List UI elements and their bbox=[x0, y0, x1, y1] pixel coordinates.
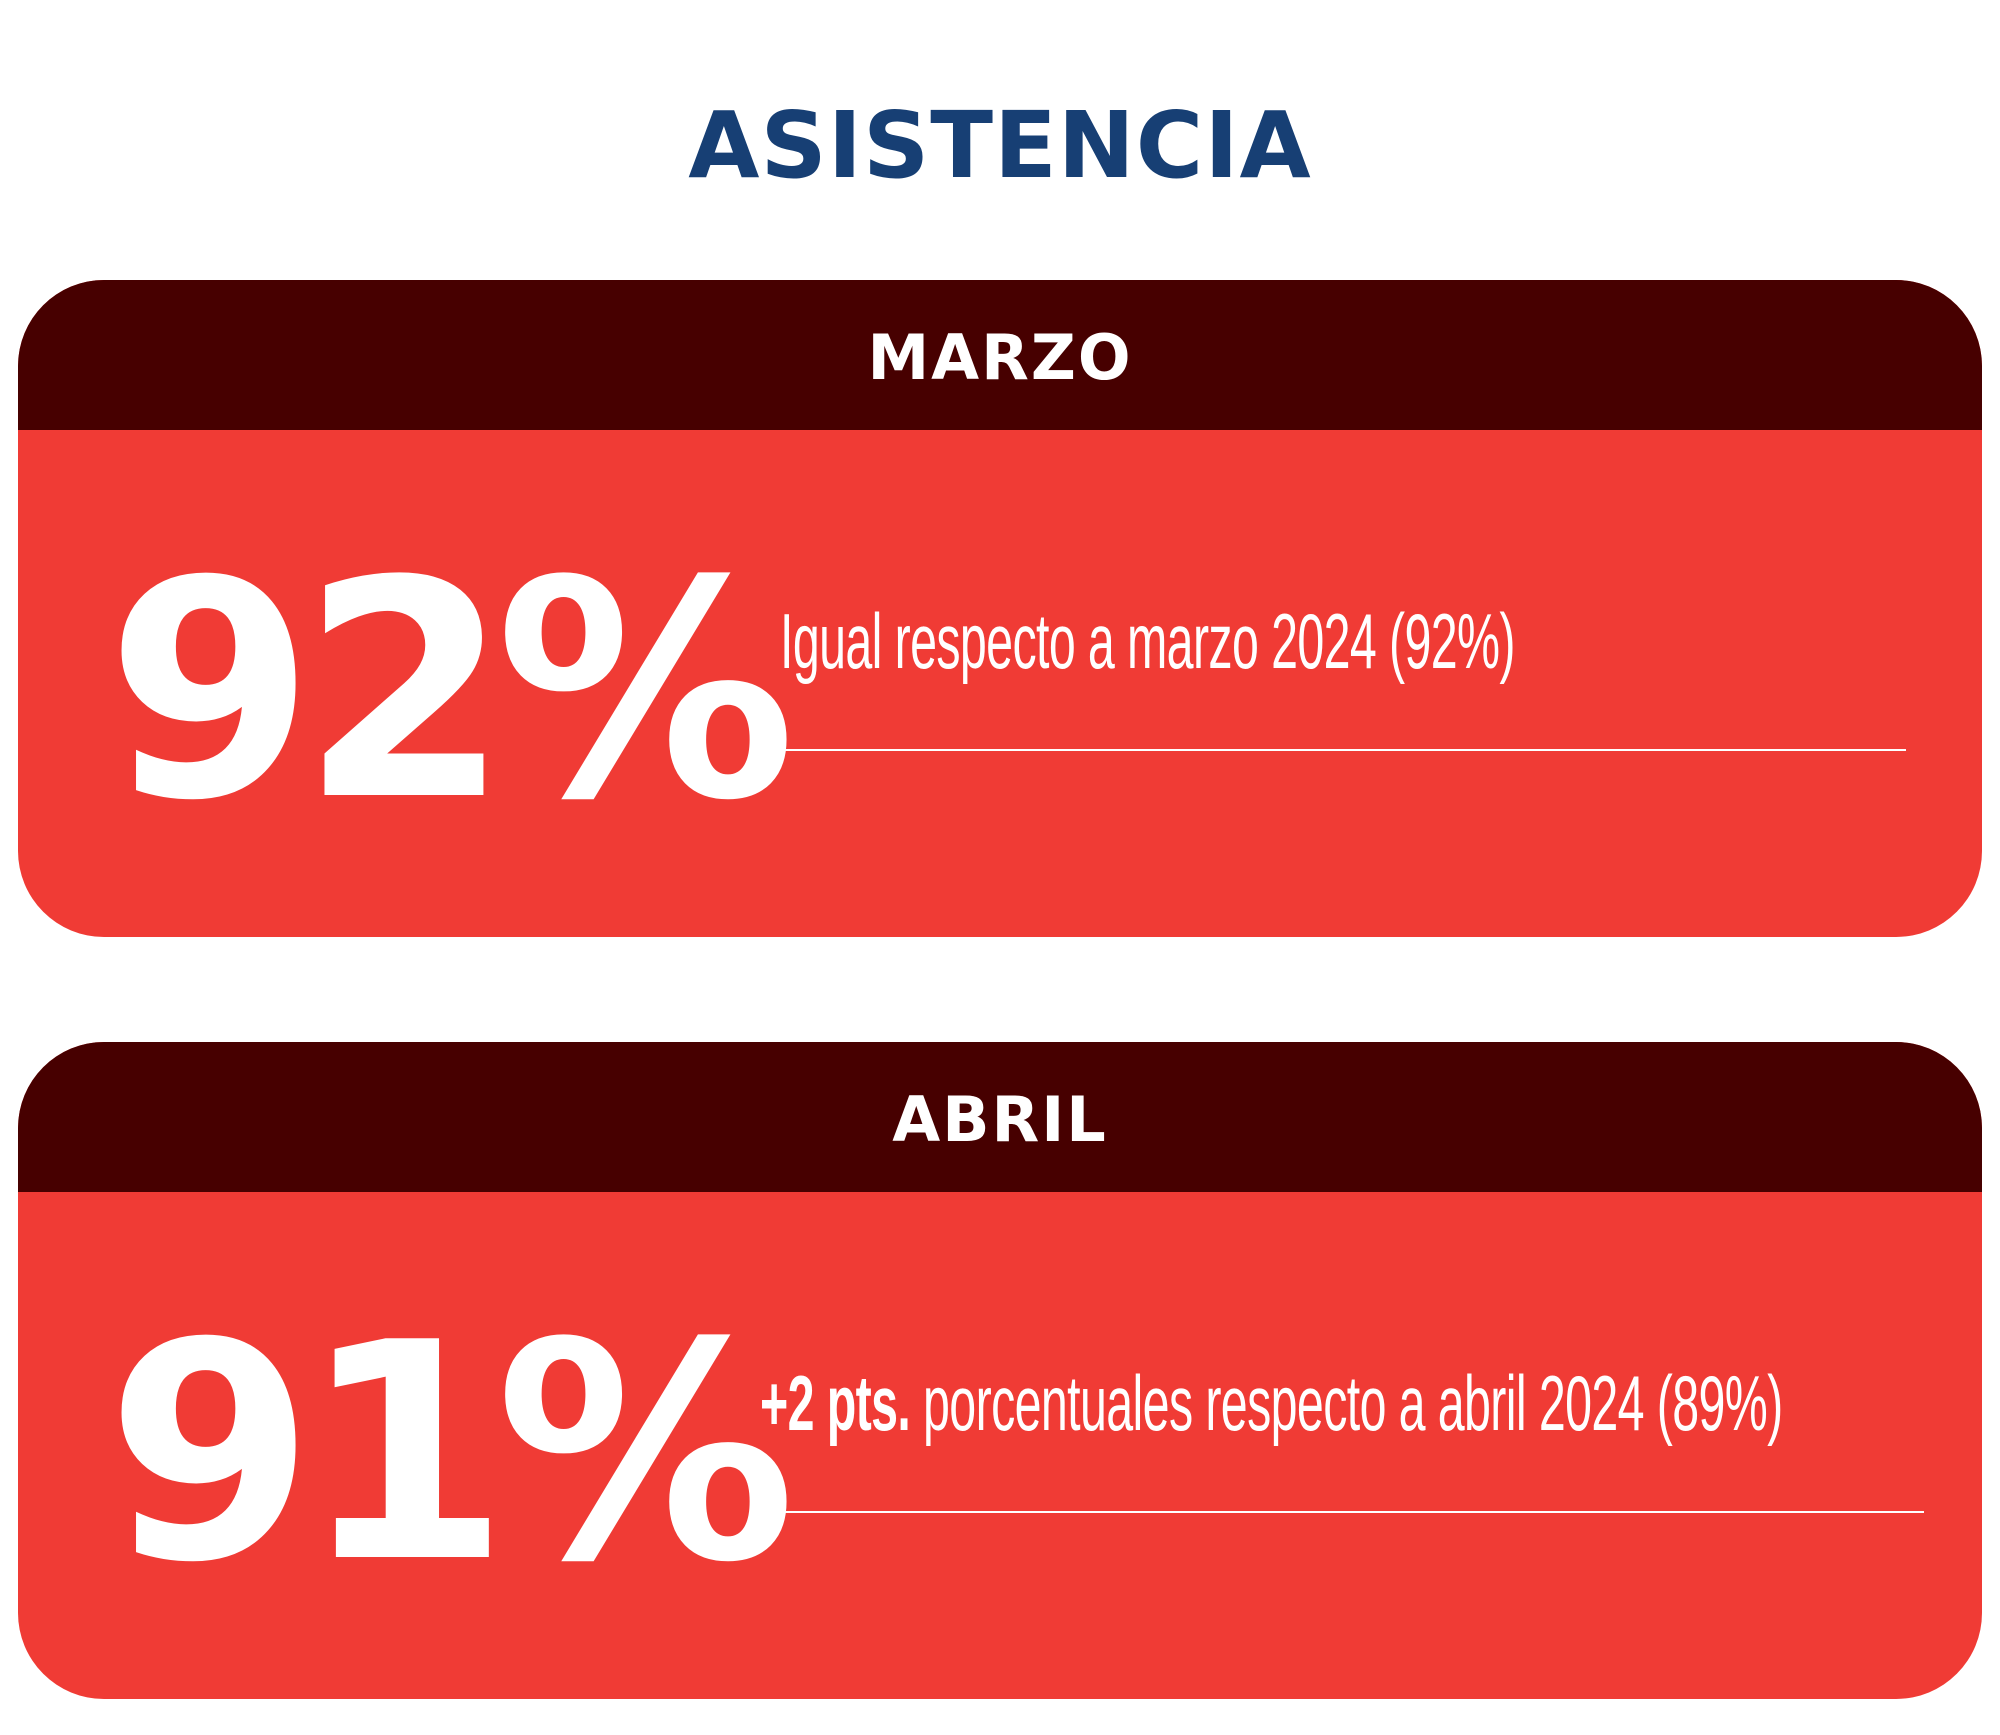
month-label: ABRIL bbox=[892, 1082, 1108, 1156]
page-title: ASISTENCIA bbox=[688, 92, 1312, 199]
attendance-card-march: MARZO 92% Igual respecto a marzo 2024 (9… bbox=[18, 280, 1982, 937]
comparison-detail: Igual respecto a marzo 2024 (92%) bbox=[780, 597, 1516, 685]
card-header: MARZO bbox=[18, 280, 1982, 430]
comparison-highlight: +2 pts. bbox=[760, 1359, 911, 1447]
attendance-card-april: ABRIL 91% +2 pts. porcentuales respecto … bbox=[18, 1042, 1982, 1699]
divider-line bbox=[778, 749, 1906, 751]
comparison-detail: porcentuales respecto a abril 2024 (89%) bbox=[910, 1359, 1783, 1447]
comparison-text: +2 pts. porcentuales respecto a abril 20… bbox=[760, 1358, 1783, 1448]
card-header: ABRIL bbox=[18, 1042, 1982, 1192]
month-label: MARZO bbox=[867, 320, 1133, 394]
attendance-percentage: 91% bbox=[106, 1279, 796, 1628]
attendance-percentage: 92% bbox=[106, 517, 796, 866]
comparison-text: Igual respecto a marzo 2024 (92%) bbox=[780, 596, 1516, 686]
divider-line bbox=[778, 1511, 1924, 1513]
